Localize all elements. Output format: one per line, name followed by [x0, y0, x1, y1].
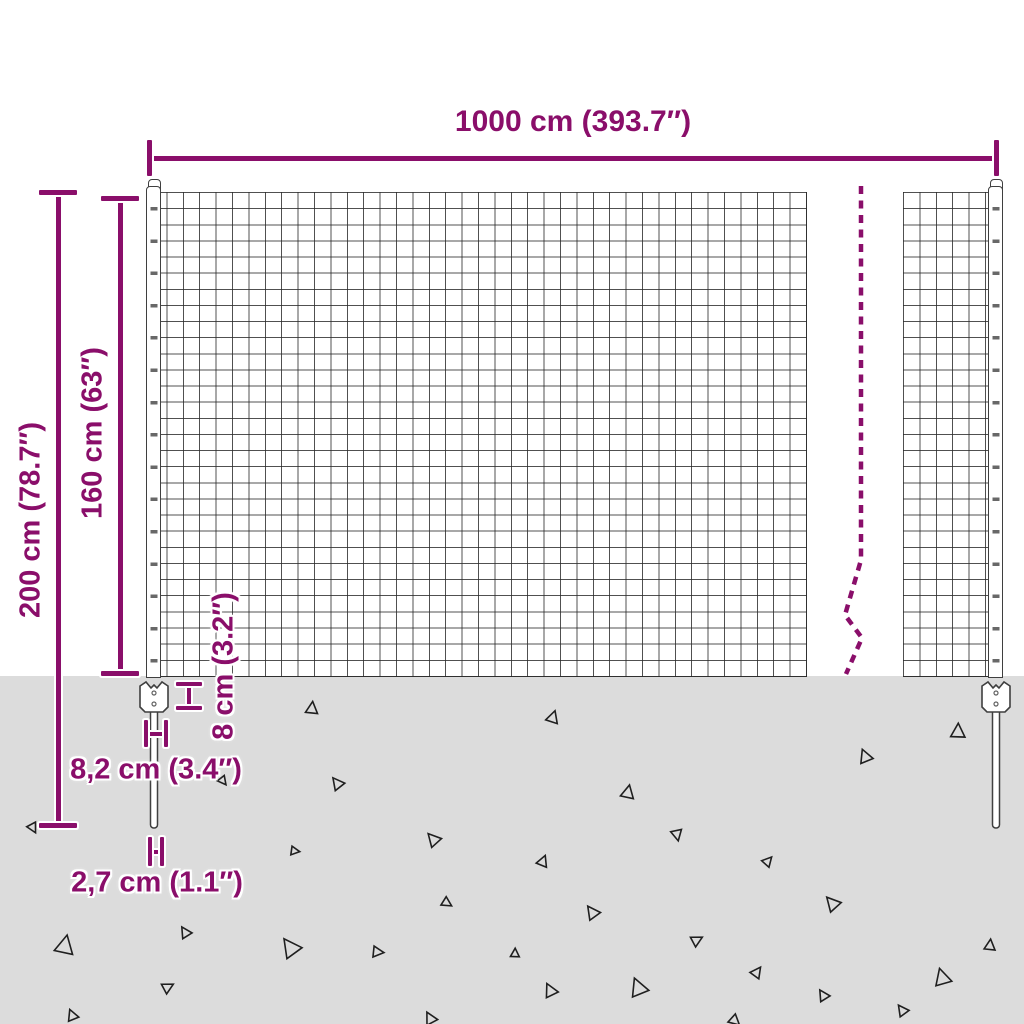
- dim-fence-height-line: [118, 198, 123, 674]
- gravel-triangle: [669, 828, 683, 843]
- mesh-panel-left: [150, 192, 807, 677]
- dim-width-line: [150, 156, 997, 161]
- dim-fence-height-label: 160 cm (63″): [76, 347, 109, 519]
- fence-post-right: [988, 186, 1003, 678]
- gravel-triangle: [544, 709, 559, 725]
- gravel-triangle: [825, 895, 843, 914]
- dim-plate-width-cap-left: [144, 720, 148, 747]
- anchor-plate-left: [139, 680, 169, 713]
- gravel-triangle: [426, 1010, 440, 1024]
- gravel-triangle: [545, 981, 560, 1000]
- gravel-triangle: [25, 820, 37, 835]
- gravel-triangle: [534, 853, 548, 869]
- gravel-triangle: [748, 965, 762, 981]
- gravel-triangle: [618, 783, 635, 800]
- dim-total-height-line: [56, 192, 61, 825]
- dim-total-height-cap-bottom: [39, 823, 77, 828]
- dim-spike-width-line: [150, 850, 163, 854]
- gravel-triangle: [427, 832, 444, 849]
- gravel-triangle: [372, 944, 386, 959]
- gravel-scatter: [25, 699, 997, 1024]
- gravel-triangle: [934, 966, 954, 987]
- post-clips-left: [150, 197, 157, 675]
- gravel-triangle: [289, 844, 302, 857]
- dim-plate-height-cap-top: [176, 682, 202, 686]
- dim-total-height-label: 200 cm (78.7″): [14, 421, 47, 619]
- gravel-triangle: [304, 699, 319, 715]
- gravel-triangle: [160, 983, 175, 996]
- dim-plate-height-cap-bottom: [176, 706, 202, 710]
- gravel-triangle: [180, 925, 194, 941]
- gravel-triangle: [949, 721, 967, 738]
- gravel-triangle: [859, 747, 875, 765]
- dim-width-cap-right: [994, 140, 999, 176]
- gravel-triangle: [67, 1007, 81, 1023]
- dim-width-label: 1000 cm (393.7″): [454, 105, 692, 138]
- dim-plate-height-label: 8 cm (3.2″): [207, 592, 240, 740]
- gravel-triangle: [331, 776, 347, 793]
- ground-spike-right: [991, 699, 1001, 829]
- dim-plate-height-line: [187, 684, 191, 708]
- gravel-triangle: [689, 936, 704, 949]
- fence-post-left: [146, 186, 161, 678]
- ground-area: [0, 676, 1024, 1024]
- dim-total-height-cap-top: [39, 190, 77, 195]
- dim-fence-height-cap-top: [101, 196, 139, 201]
- gravel-triangle: [52, 933, 74, 956]
- gravel-triangle: [439, 895, 454, 907]
- gravel-triangle: [215, 774, 228, 787]
- gravel-triangle: [897, 1003, 911, 1019]
- anchor-plate-right: [981, 680, 1011, 713]
- break-indicator-line: [842, 186, 865, 675]
- gravel-triangle: [586, 904, 603, 922]
- dim-plate-width-line: [146, 732, 167, 736]
- gravel-triangle: [726, 1012, 741, 1024]
- dim-spike-width-cap-right: [160, 837, 164, 866]
- dim-spike-width-label: 2,7 cm (1.1″): [71, 866, 243, 899]
- gravel-triangle: [760, 855, 773, 869]
- dim-width-cap-left: [147, 140, 152, 176]
- gravel-triangle: [818, 988, 832, 1004]
- gravel-triangle: [982, 937, 997, 951]
- post-clips-right: [992, 197, 999, 675]
- gravel-triangle: [282, 937, 304, 961]
- gravel-triangle: [509, 946, 521, 958]
- dim-spike-width-cap-left: [148, 837, 152, 866]
- dim-plate-width-label: 8,2 cm (3.4″): [70, 753, 242, 786]
- dim-plate-width-cap-right: [164, 720, 168, 747]
- dim-fence-height-cap-bottom: [101, 671, 139, 676]
- gravel-triangle: [631, 976, 651, 999]
- mesh-panel-right: [903, 192, 1003, 677]
